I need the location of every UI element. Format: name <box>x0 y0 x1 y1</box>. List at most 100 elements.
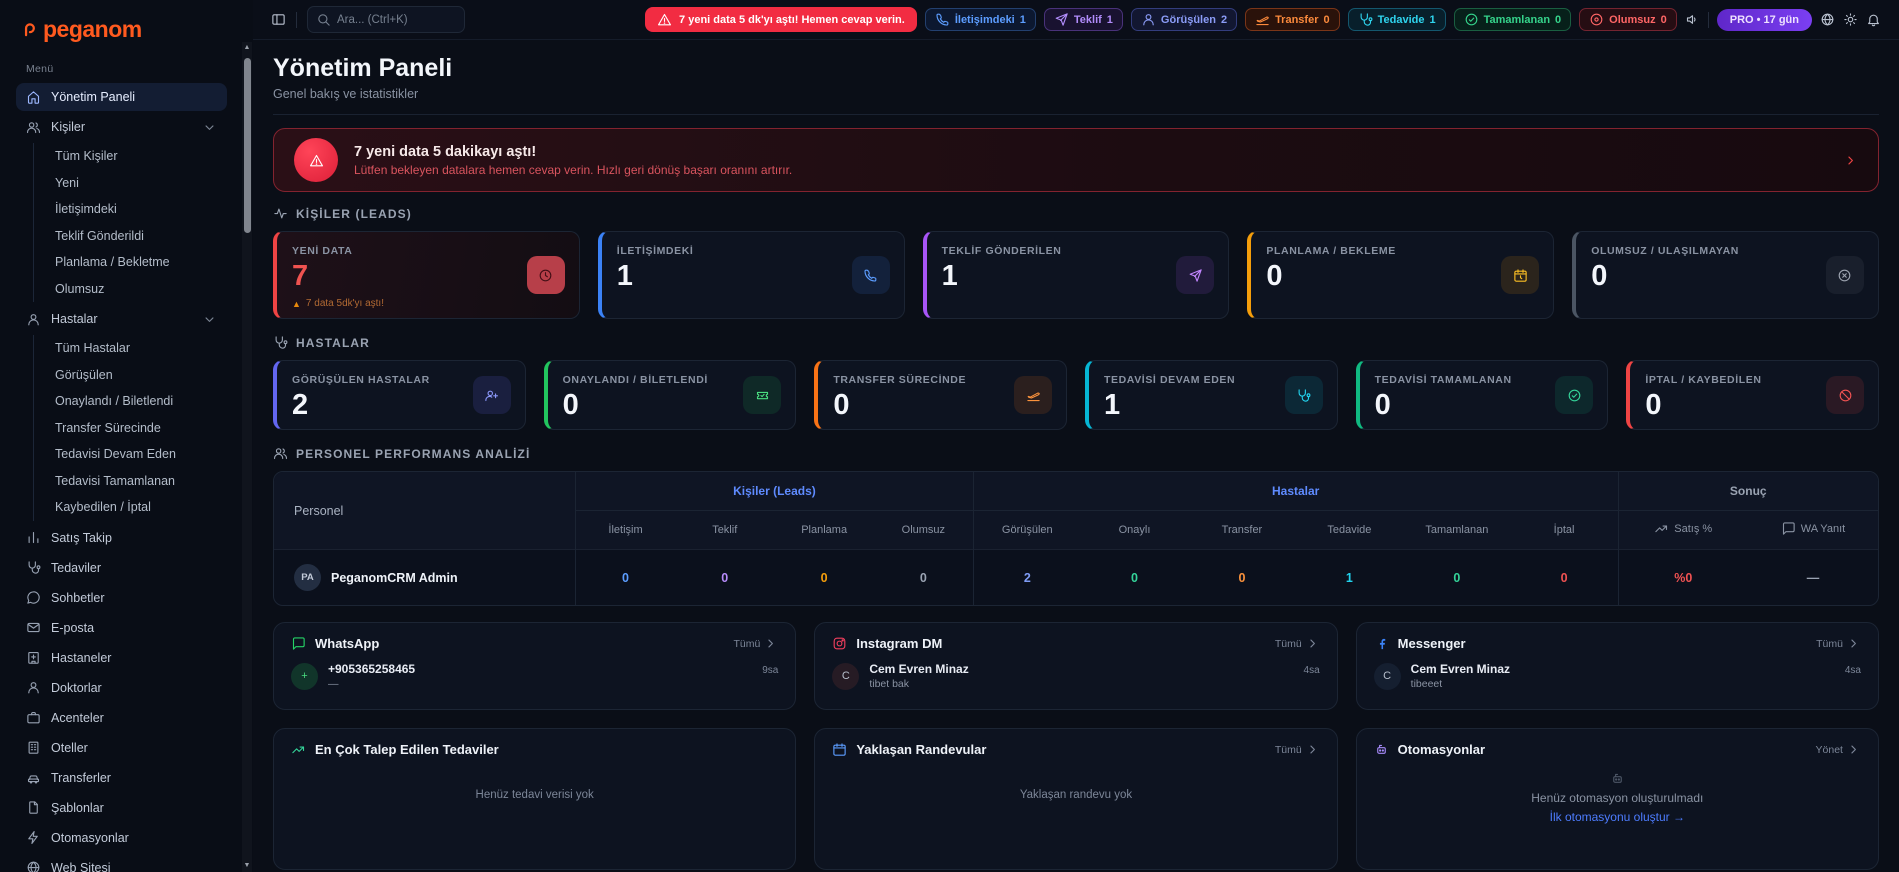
sidebar-item-sohbetler[interactable]: Sohbetler <box>16 584 227 612</box>
badge-gorusulen[interactable]: Görüşülen 2 <box>1130 8 1238 31</box>
sidebar-item-acenteler[interactable]: Acenteler <box>16 704 227 732</box>
stat-card-planlama-bekleme[interactable]: PLANLAMA / BEKLEME 0 <box>1247 231 1555 319</box>
stat-card-onaylandi-biletlendi[interactable]: ONAYLANDI / BİLETLENDİ 0 <box>543 360 797 430</box>
topbar-alert-pill[interactable]: 7 yeni data 5 dk'yı aştı! Hemen cevap ve… <box>645 7 917 32</box>
notifications-button[interactable] <box>1866 12 1881 27</box>
volume-button[interactable] <box>1685 12 1700 27</box>
check-circle-icon <box>1555 376 1594 414</box>
avatar: PA <box>294 564 321 591</box>
whatsapp-conversation-item[interactable]: + +905365258465 — 9sa <box>291 662 778 690</box>
stat-card-teklif-gonderilen[interactable]: TEKLİF GÖNDERİLEN 1 <box>922 231 1230 319</box>
theme-toggle-button[interactable] <box>1843 12 1858 27</box>
sidebar-subitem-onaylandi-biletlendi[interactable]: Onaylandı / Biletlendi <box>55 394 174 409</box>
stat-card-transfer-surecinde[interactable]: TRANSFER SÜRECİNDE 0 <box>814 360 1067 430</box>
column-iptal: İptal <box>1553 524 1575 536</box>
stat-card-gorusulen-hastalar[interactable]: GÖRÜŞÜLEN HASTALAR 2 <box>273 360 526 430</box>
sidebar-toggle-button[interactable] <box>271 12 286 27</box>
sidebar-item-otomasyonlar[interactable]: Otomasyonlar <box>16 824 227 852</box>
ticket-icon <box>743 376 782 414</box>
sidebar-item-kisiler[interactable]: Kişiler <box>16 113 227 141</box>
column-tamamlanan: Tamamlanan <box>1425 524 1489 536</box>
stat-card-tedavisi-tamamlanan[interactable]: TEDAVİSİ TAMAMLANAN 0 <box>1355 360 1609 430</box>
create-automation-link[interactable]: İlk otomasyonu oluştur → <box>1549 810 1686 824</box>
cell-tamamlanan: 0 <box>1453 570 1461 585</box>
doctor-icon <box>26 680 41 695</box>
stat-card-iletisimdeki[interactable]: İLETİŞİMDEKİ 1 <box>597 231 905 319</box>
appointments-all-link[interactable]: Tümü <box>1275 742 1320 757</box>
sidebar-subitem-tedavisi-tamamlanan[interactable]: Tedavisi Tamamlanan <box>55 473 175 488</box>
sidebar-item-web-sitesi[interactable]: Web Sitesi <box>16 854 227 872</box>
messenger-conversation-item[interactable]: C Cem Evren Minaz tibeeet 4sa <box>1373 662 1861 690</box>
calendar-clock-icon <box>1501 256 1540 294</box>
badge-tedavide[interactable]: Tedavide 1 <box>1347 8 1446 31</box>
sidebar-item-doktorlar[interactable]: Doktorlar <box>16 674 227 702</box>
search-input[interactable] <box>307 6 465 33</box>
performance-section-header: PERSONEL PERFORMANS ANALİZİ <box>273 446 1879 461</box>
table-row-personel[interactable]: PA PeganomCRM Admin 0 0 0 0 2 0 0 1 0 <box>274 549 1878 605</box>
sidebar-subitem-transfer-surecinde[interactable]: Transfer Sürecinde <box>55 420 161 435</box>
sidebar-subitem-planlama-bekletme[interactable]: Planlama / Bekletme <box>55 255 170 270</box>
building-icon <box>26 740 41 755</box>
stat-card-olumsuz-ulasilmayan[interactable]: OLUMSUZ / ULAŞILMAYAN 0 <box>1572 231 1879 319</box>
header-divider <box>273 114 1879 115</box>
badge-teklif[interactable]: Teklif 1 <box>1043 8 1123 31</box>
sidebar-subitem-yeni[interactable]: Yeni <box>55 175 79 190</box>
sidebar-item-eposta[interactable]: E-posta <box>16 614 227 642</box>
language-globe-button[interactable] <box>1820 12 1835 27</box>
clock-icon <box>526 256 565 294</box>
hospital-icon <box>26 650 41 665</box>
sidebar-item-transferler[interactable]: Transferler <box>16 764 227 792</box>
sidebar-subitem-gorusulen[interactable]: Görüşülen <box>55 367 113 382</box>
users-icon <box>26 120 41 135</box>
sidebar-item-hastaneler[interactable]: Hastaneler <box>16 644 227 672</box>
sidebar-item-satis-takip[interactable]: Satış Takip <box>16 524 227 552</box>
ban-icon <box>1826 376 1864 414</box>
sidebar-item-hastalar[interactable]: Hastalar <box>16 305 227 333</box>
sidebar-subitem-olumsuz[interactable]: Olumsuz <box>55 281 105 296</box>
badge-tamamlanan[interactable]: Tamamlanan 0 <box>1453 8 1572 31</box>
badge-olumsuz[interactable]: Olumsuz 0 <box>1579 8 1677 31</box>
automations-manage-link[interactable]: Yönet <box>1816 742 1861 757</box>
sidebar-subitem-iletisimdeki[interactable]: İletişimdeki <box>55 202 117 217</box>
stat-card-tedavisi-devam-eden[interactable]: TEDAVİSİ DEVAM EDEN 1 <box>1085 360 1338 430</box>
patients-section-header: HASTALAR <box>273 335 1879 350</box>
sidebar-scrollbar[interactable]: ▲ ▼ <box>242 42 252 872</box>
warning-icon <box>657 12 672 27</box>
mail-icon <box>26 620 41 635</box>
phone-icon <box>851 256 890 294</box>
badge-iletisimdeki[interactable]: İletişimdeki 1 <box>924 8 1036 31</box>
sidebar-item-tedaviler[interactable]: Tedaviler <box>16 554 227 582</box>
sidebar-subitem-tedavisi-devam-eden[interactable]: Tedavisi Devam Eden <box>55 447 176 462</box>
alert-banner[interactable]: 7 yeni data 5 dakikayı aştı! Lütfen bekl… <box>273 128 1879 192</box>
sidebar-subitem-teklif-gonderildi[interactable]: Teklif Gönderildi <box>55 228 144 243</box>
check-circle-icon <box>1464 12 1479 27</box>
personel-cell: PA PeganomCRM Admin <box>274 550 575 605</box>
chevron-right-icon[interactable] <box>1843 153 1858 168</box>
whatsapp-icon <box>291 636 306 651</box>
sidebar-subitem-kaybedilen-iptal[interactable]: Kaybedilen / İptal <box>55 500 151 515</box>
instagram-all-link[interactable]: Tümü <box>1275 636 1320 651</box>
stethoscope-icon <box>1284 376 1323 414</box>
badge-transfer[interactable]: Transfer 0 <box>1245 8 1340 31</box>
search-box <box>307 6 465 33</box>
sidebar-item-oteller[interactable]: Oteller <box>16 734 227 762</box>
stat-card-yeni-data[interactable]: YENİ DATA 7 ▲ 7 data 5dk'yı aştı! <box>273 231 580 319</box>
scrollbar-up-arrow[interactable]: ▲ <box>243 44 251 51</box>
brand-logo[interactable]: peganom <box>16 14 227 59</box>
stat-card-iptal-kaybedilen[interactable]: İPTAL / KAYBEDİLEN 0 <box>1626 360 1879 430</box>
instagram-conversation-item[interactable]: C Cem Evren Minaz tibet bak 4sa <box>832 662 1320 690</box>
scrollbar-down-arrow[interactable]: ▼ <box>243 862 251 869</box>
chevron-down-icon <box>202 312 217 327</box>
cell-planlama: 0 <box>820 570 828 585</box>
sidebar-item-sablonlar[interactable]: Şablonlar <box>16 794 227 822</box>
sidebar-subitem-tum-hastalar[interactable]: Tüm Hastalar <box>55 341 131 356</box>
sidebar-subitem-tum-kisiler[interactable]: Tüm Kişiler <box>55 149 118 164</box>
instagram-card: Instagram DM Tümü C Cem Evren Minaz tibe… <box>814 622 1338 710</box>
empty-state-text: Henüz otomasyon oluşturulmadı <box>1531 791 1704 805</box>
messenger-all-link[interactable]: Tümü <box>1816 636 1861 651</box>
scrollbar-thumb[interactable] <box>243 58 251 233</box>
sidebar-item-dashboard[interactable]: Yönetim Paneli <box>16 83 227 111</box>
plan-badge[interactable]: PRO • 17 gün <box>1716 8 1812 31</box>
whatsapp-all-link[interactable]: Tümü <box>733 636 778 651</box>
